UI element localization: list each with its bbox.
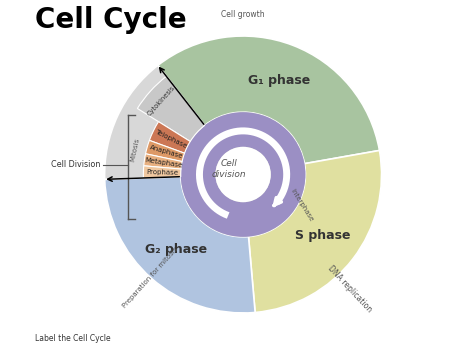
- Text: G₂ phase: G₂ phase: [145, 243, 207, 256]
- Text: Label the Cell Cycle: Label the Cell Cycle: [35, 334, 111, 343]
- Wedge shape: [143, 166, 181, 178]
- Wedge shape: [104, 65, 204, 179]
- Text: Cell growth: Cell growth: [221, 10, 264, 20]
- Wedge shape: [149, 122, 190, 153]
- Text: Cell Division: Cell Division: [51, 160, 100, 169]
- Text: Mitosis: Mitosis: [129, 137, 140, 162]
- Text: Cell
division: Cell division: [212, 158, 246, 179]
- Text: Cell Cycle: Cell Cycle: [35, 6, 187, 34]
- Text: S phase: S phase: [294, 229, 350, 242]
- Wedge shape: [145, 140, 184, 162]
- Text: Cytokinesis: Cytokinesis: [145, 84, 175, 117]
- Wedge shape: [137, 76, 204, 141]
- Wedge shape: [248, 150, 381, 312]
- Text: Interphase: Interphase: [289, 188, 313, 223]
- Text: Preparation for mitosis: Preparation for mitosis: [121, 246, 179, 309]
- Text: DNA replication: DNA replication: [325, 264, 373, 314]
- Wedge shape: [157, 36, 379, 164]
- Text: Telophase: Telophase: [154, 129, 188, 150]
- Circle shape: [181, 112, 305, 237]
- Text: Metaphase: Metaphase: [144, 157, 182, 169]
- Text: Anaphase: Anaphase: [148, 145, 183, 160]
- Text: G₁ phase: G₁ phase: [247, 74, 310, 87]
- Wedge shape: [181, 112, 305, 237]
- Wedge shape: [105, 177, 255, 313]
- Text: Prophase: Prophase: [146, 169, 178, 176]
- Wedge shape: [144, 154, 182, 169]
- Circle shape: [215, 147, 270, 202]
